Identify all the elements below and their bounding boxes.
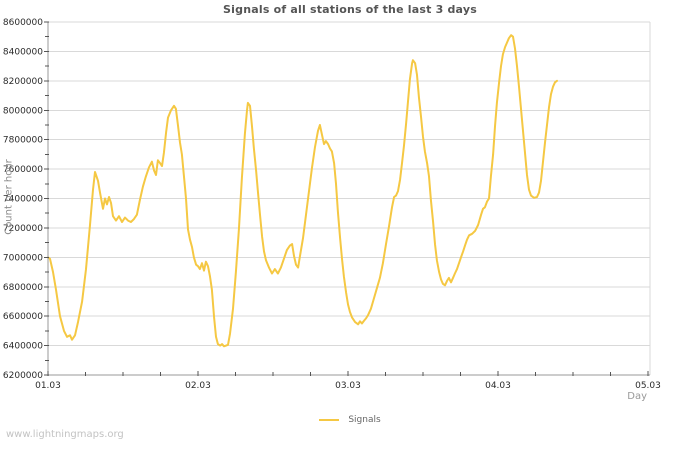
y-tick-label: 7000000 — [3, 253, 43, 263]
legend-line-swatch — [319, 419, 340, 421]
y-tick-label: 6200000 — [3, 371, 43, 381]
y-tick-label: 7200000 — [3, 224, 43, 234]
y-tick-label: 7400000 — [3, 195, 43, 205]
x-tick-label: 01.03 — [35, 381, 61, 391]
x-tick-label: 05.03 — [635, 381, 661, 391]
y-tick-label: 8000000 — [3, 106, 43, 116]
watermark-text: www.lightningmaps.org — [6, 429, 124, 440]
y-axis-title: Count per hour — [3, 159, 15, 235]
x-tick-label: 04.03 — [485, 381, 511, 391]
y-tick-label: 6400000 — [3, 342, 43, 352]
signals-line — [47, 34, 558, 348]
y-tick-label: 6800000 — [3, 283, 43, 293]
y-tick-label: 8400000 — [3, 47, 43, 57]
x-tick-label: 03.03 — [335, 381, 361, 391]
y-tick-label: 8600000 — [3, 18, 43, 28]
y-tick-label: 8200000 — [3, 77, 43, 87]
x-axis-title: Day — [627, 391, 647, 402]
chart-title: Signals of all stations of the last 3 da… — [223, 3, 477, 16]
y-tick-label: 7600000 — [3, 165, 43, 175]
y-tick-label: 7800000 — [3, 136, 43, 146]
legend-label: Signals — [348, 415, 381, 425]
legend: Signals — [0, 412, 700, 428]
x-tick-label: 02.03 — [185, 381, 211, 391]
y-tick-label: 6600000 — [3, 312, 43, 322]
